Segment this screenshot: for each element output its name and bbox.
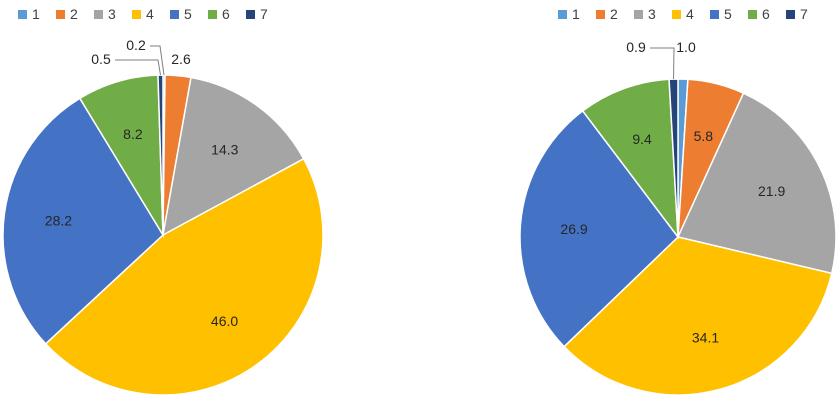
legend-label-right-6: 6 [762, 6, 770, 22]
legend-left: 1 2 3 4 5 6 7 [18, 6, 268, 22]
legend-right: 1 2 3 4 5 6 7 [558, 6, 808, 22]
legend-label-right-4: 4 [686, 6, 694, 22]
legend-label-right-1: 1 [572, 6, 580, 22]
data-label-right-1: 1.0 [676, 39, 696, 55]
pie-slice-right-7 [668, 78, 679, 238]
leader-line-left-7 [115, 59, 161, 76]
legend-swatch-right-7 [786, 10, 795, 19]
pie-chart-right-svg: 1 2 3 4 5 6 7 1.0 5.8 21.9 34.1 26.9 9.4 0.9 [519, 6, 837, 396]
pie-slice-left-4 [44, 157, 324, 396]
legend-swatch-right-2 [596, 10, 605, 19]
pie-slice-left-3 [161, 76, 305, 237]
legend-swatch-right-3 [634, 10, 643, 19]
data-label-left-7: 0.5 [91, 51, 111, 67]
data-label-left-6: 8.2 [123, 126, 143, 142]
data-label-right-5: 26.9 [560, 221, 587, 237]
legend-swatch-left-6 [208, 10, 217, 19]
pie-slice-right-4 [563, 236, 833, 396]
legend-swatch-right-4 [672, 10, 681, 19]
legend-swatch-right-1 [558, 10, 567, 19]
legend-label-left-3: 3 [108, 6, 116, 22]
data-label-right-6: 9.4 [632, 131, 652, 147]
legend-label-right-7: 7 [800, 6, 808, 22]
legend-swatch-left-2 [56, 10, 65, 19]
data-label-right-4: 34.1 [692, 330, 719, 346]
data-labels-left: 0.2 2.6 14.3 46.0 28.2 8.2 0.5 [45, 37, 239, 329]
leader-line-right-7 [650, 47, 675, 80]
slices-right [519, 78, 837, 396]
legend-swatch-left-3 [94, 10, 103, 19]
legend-label-left-2: 2 [70, 6, 78, 22]
data-label-left-4: 46.0 [211, 313, 238, 329]
data-label-left-3: 14.3 [211, 141, 238, 157]
slices-left [2, 74, 324, 396]
data-label-left-1: 0.2 [126, 37, 146, 53]
data-label-left-5: 28.2 [45, 212, 72, 228]
pie-slice-left-5 [2, 97, 164, 345]
legend-swatch-left-5 [170, 10, 179, 19]
pie-slice-right-3 [676, 92, 837, 275]
legend-label-right-5: 5 [724, 6, 732, 22]
data-labels-right: 1.0 5.8 21.9 34.1 26.9 9.4 0.9 [560, 39, 785, 346]
pie-chart-right: 1 2 3 4 5 6 7 1.0 5.8 21.9 34.1 26.9 9.4 0.9 [420, 0, 840, 401]
legend-label-left-1: 1 [32, 6, 40, 22]
legend-swatch-left-7 [246, 10, 255, 19]
legend-swatch-right-5 [710, 10, 719, 19]
legend-swatch-right-6 [748, 10, 757, 19]
data-label-right-2: 5.8 [694, 128, 714, 144]
legend-label-right-3: 3 [648, 6, 656, 22]
data-label-right-7: 0.9 [626, 39, 646, 55]
legend-label-right-2: 2 [610, 6, 618, 22]
legend-label-left-4: 4 [146, 6, 154, 22]
legend-label-left-7: 7 [260, 6, 268, 22]
pie-slice-right-5 [519, 109, 679, 348]
pie-chart-left: 1 2 3 4 5 6 7 0.2 2.6 14.3 46.0 28.2 8.2 0.5 [2, 6, 324, 396]
pie-chart-left-svg: 1 2 3 4 5 6 7 0.2 2.6 14.3 46.0 28.2 8.2 0.5 [2, 6, 324, 396]
data-label-left-2: 2.6 [171, 51, 191, 67]
pie-slice-right-6 [581, 78, 679, 240]
legend-label-left-6: 6 [222, 6, 230, 22]
legend-swatch-left-1 [18, 10, 27, 19]
legend-swatch-left-4 [132, 10, 141, 19]
data-label-right-3: 21.9 [758, 183, 785, 199]
legend-label-left-5: 5 [184, 6, 192, 22]
leader-line-left-1 [150, 45, 165, 76]
